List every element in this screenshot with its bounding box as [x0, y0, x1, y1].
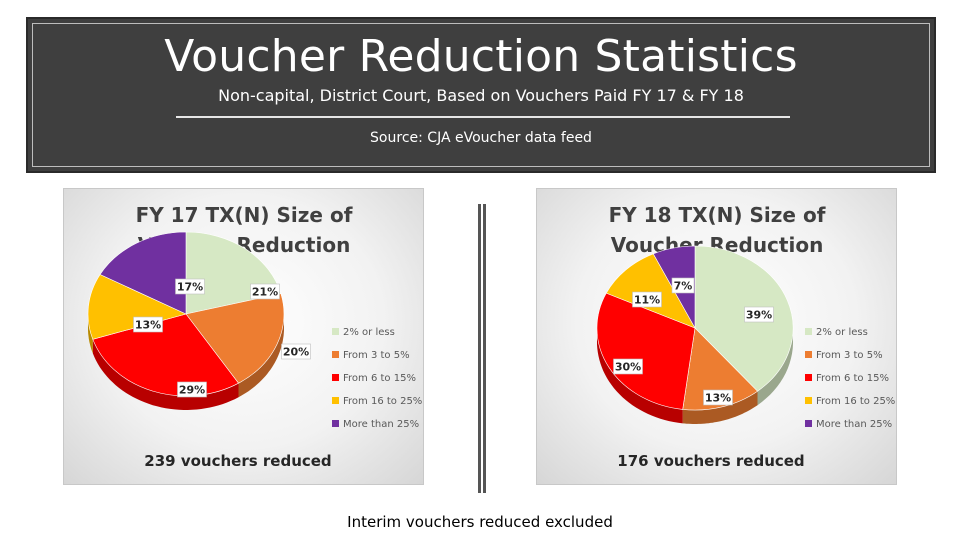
page-title: Voucher Reduction Statistics — [164, 31, 798, 82]
legend-swatch — [805, 420, 812, 427]
pie-slice-more-than-25- — [99, 231, 187, 315]
legend-swatch — [805, 374, 812, 381]
legend-entry: From 6 to 15% — [343, 373, 416, 384]
vouchers-count-label: 176 vouchers reduced — [617, 452, 804, 470]
pct-label: 17% — [177, 281, 203, 294]
legend-entry: More than 25% — [343, 419, 419, 430]
chart-divider — [478, 204, 486, 493]
pie-slice-side — [597, 326, 683, 424]
chart-title-line: FY 18 TX(N) Size of — [609, 203, 826, 227]
banner-inner-border — [32, 23, 930, 167]
pct-label-box — [703, 389, 733, 406]
pct-label: 13% — [135, 319, 161, 332]
legend-swatch — [332, 351, 339, 358]
pie-slice-from-16-to-25- — [605, 253, 696, 329]
legend-swatch — [805, 328, 812, 335]
pct-label: 20% — [283, 346, 309, 359]
pct-label: 11% — [634, 294, 660, 307]
pie-slice-from-16-to-25- — [87, 274, 187, 340]
legend-entry: More than 25% — [816, 419, 892, 430]
legend-swatch — [332, 374, 339, 381]
legend-entry: 2% or less — [343, 327, 395, 338]
pie-slice-2-or-less — [694, 245, 794, 392]
source-note: Source: CJA eVoucher data feed — [370, 130, 592, 146]
legend-swatch — [332, 328, 339, 335]
pie-slice-side — [92, 339, 239, 410]
pct-label-box — [177, 381, 207, 398]
footnote: Interim vouchers reduced excluded — [347, 513, 613, 531]
header-banner: Voucher Reduction Statistics Non-capital… — [26, 17, 936, 173]
legend-swatch — [332, 420, 339, 427]
pct-label-box — [175, 278, 205, 295]
pie-slice-from-3-to-5- — [682, 327, 758, 411]
legend-entry: From 16 to 25% — [816, 396, 895, 407]
pie-slice-side — [757, 329, 793, 406]
legend-entry: 2% or less — [816, 327, 868, 338]
pct-label: 7% — [674, 280, 693, 293]
legend-swatch — [805, 351, 812, 358]
pie-slice-from-6-to-15- — [92, 313, 239, 397]
page-subtitle: Non-capital, District Court, Based on Vo… — [218, 86, 744, 105]
chart-panel-fy17: FY 17 TX(N) Size of Voucher Reduction 21% 2… — [63, 188, 424, 485]
pct-label-box — [133, 316, 163, 333]
pie-slice-from-6-to-15- — [596, 292, 696, 410]
pct-label-box — [671, 277, 695, 294]
pct-label-box — [744, 306, 774, 323]
legend-entry: From 16 to 25% — [343, 396, 422, 407]
legend-entry: From 6 to 15% — [816, 373, 889, 384]
legend-swatch — [805, 397, 812, 404]
pct-label: 13% — [705, 392, 731, 405]
legend-entry: From 3 to 5% — [343, 350, 410, 361]
pct-label-box — [250, 283, 280, 300]
legend-entry: From 3 to 5% — [816, 350, 883, 361]
pie-slice-from-3-to-5- — [185, 293, 285, 384]
pie-slice-side — [88, 313, 93, 354]
legend-swatch — [332, 397, 339, 404]
header-rule — [176, 116, 790, 118]
pct-label: 29% — [179, 384, 205, 397]
pct-label-box — [613, 358, 643, 375]
pct-label: 30% — [615, 361, 641, 374]
chart-panel-fy18: FY 18 TX(N) Size of Voucher Reduction 39% 1… — [536, 188, 897, 485]
chart-title-line: FY 17 TX(N) Size of — [136, 203, 353, 227]
pct-label: 39% — [746, 309, 772, 322]
pct-label: 21% — [252, 286, 278, 299]
pct-label-box — [632, 291, 662, 308]
pct-label-box — [281, 343, 311, 360]
vouchers-count-label: 239 vouchers reduced — [144, 452, 331, 470]
